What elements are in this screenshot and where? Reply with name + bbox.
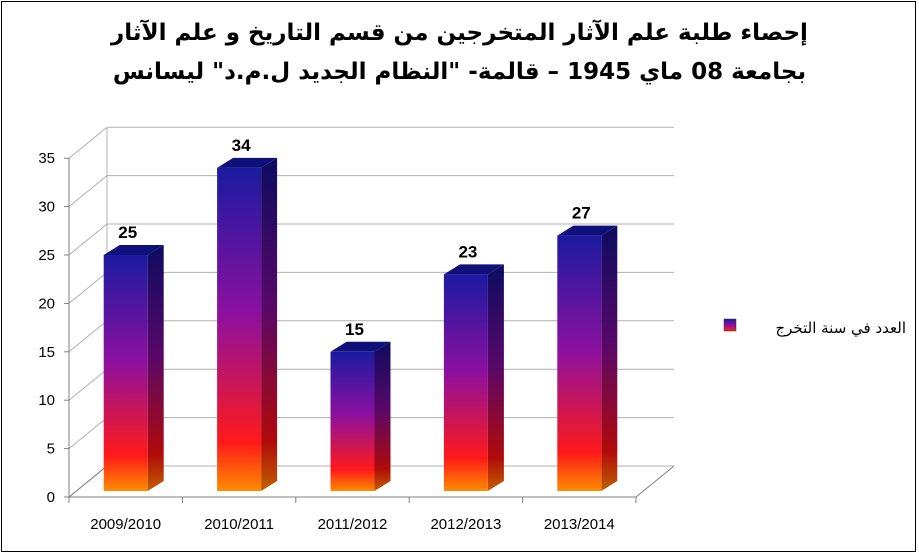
x-tick-label: 2010/2011 bbox=[204, 516, 274, 533]
y-tick-label: 30 bbox=[38, 199, 55, 216]
x-tick-label: 2009/2010 bbox=[90, 516, 161, 533]
floor-left-edge bbox=[68, 465, 108, 498]
bar-top bbox=[443, 264, 504, 275]
x-tick-label: 2013/2014 bbox=[544, 516, 615, 533]
bar bbox=[557, 235, 602, 491]
bar-side bbox=[487, 264, 504, 491]
bar-side bbox=[147, 245, 164, 491]
gridline bbox=[68, 126, 674, 159]
y-tick-label: 0 bbox=[47, 489, 55, 506]
bar-top bbox=[217, 157, 278, 168]
bar-side bbox=[261, 157, 278, 491]
floor-right-edge bbox=[635, 465, 675, 498]
x-tick-label: 2012/2013 bbox=[430, 516, 501, 533]
data-label: 34 bbox=[232, 136, 251, 155]
data-label: 15 bbox=[345, 320, 364, 339]
bar-side bbox=[374, 341, 391, 491]
data-label: 27 bbox=[572, 204, 591, 223]
data-label: 23 bbox=[458, 242, 477, 261]
y-tick-label: 20 bbox=[38, 295, 55, 312]
bar-top bbox=[557, 225, 618, 236]
legend-label: العدد في سنة التخرج bbox=[775, 319, 906, 337]
bar bbox=[103, 255, 148, 491]
y-tick-label: 25 bbox=[38, 247, 55, 264]
bar-top bbox=[330, 341, 391, 352]
y-tick-label: 35 bbox=[38, 150, 55, 167]
bar bbox=[217, 167, 262, 491]
chart-title-line-1: إحصاء طلبة علم الآثار المتخرجين من قسم ا… bbox=[111, 20, 808, 46]
gridline bbox=[68, 175, 674, 207]
y-tick-label: 10 bbox=[38, 392, 55, 409]
data-label: 25 bbox=[118, 223, 137, 242]
bar bbox=[443, 274, 488, 491]
chart-title-line-2: بجامعة 08 ماي 1945 – قالمة- "النظام الجد… bbox=[112, 59, 807, 85]
x-tick-label: 2011/2012 bbox=[318, 516, 388, 533]
bar-top bbox=[103, 245, 164, 255]
legend-swatch bbox=[723, 318, 737, 332]
bar bbox=[330, 351, 375, 491]
bar-side bbox=[601, 225, 618, 491]
y-tick-label: 15 bbox=[38, 344, 55, 361]
y-tick-label: 5 bbox=[47, 441, 55, 458]
